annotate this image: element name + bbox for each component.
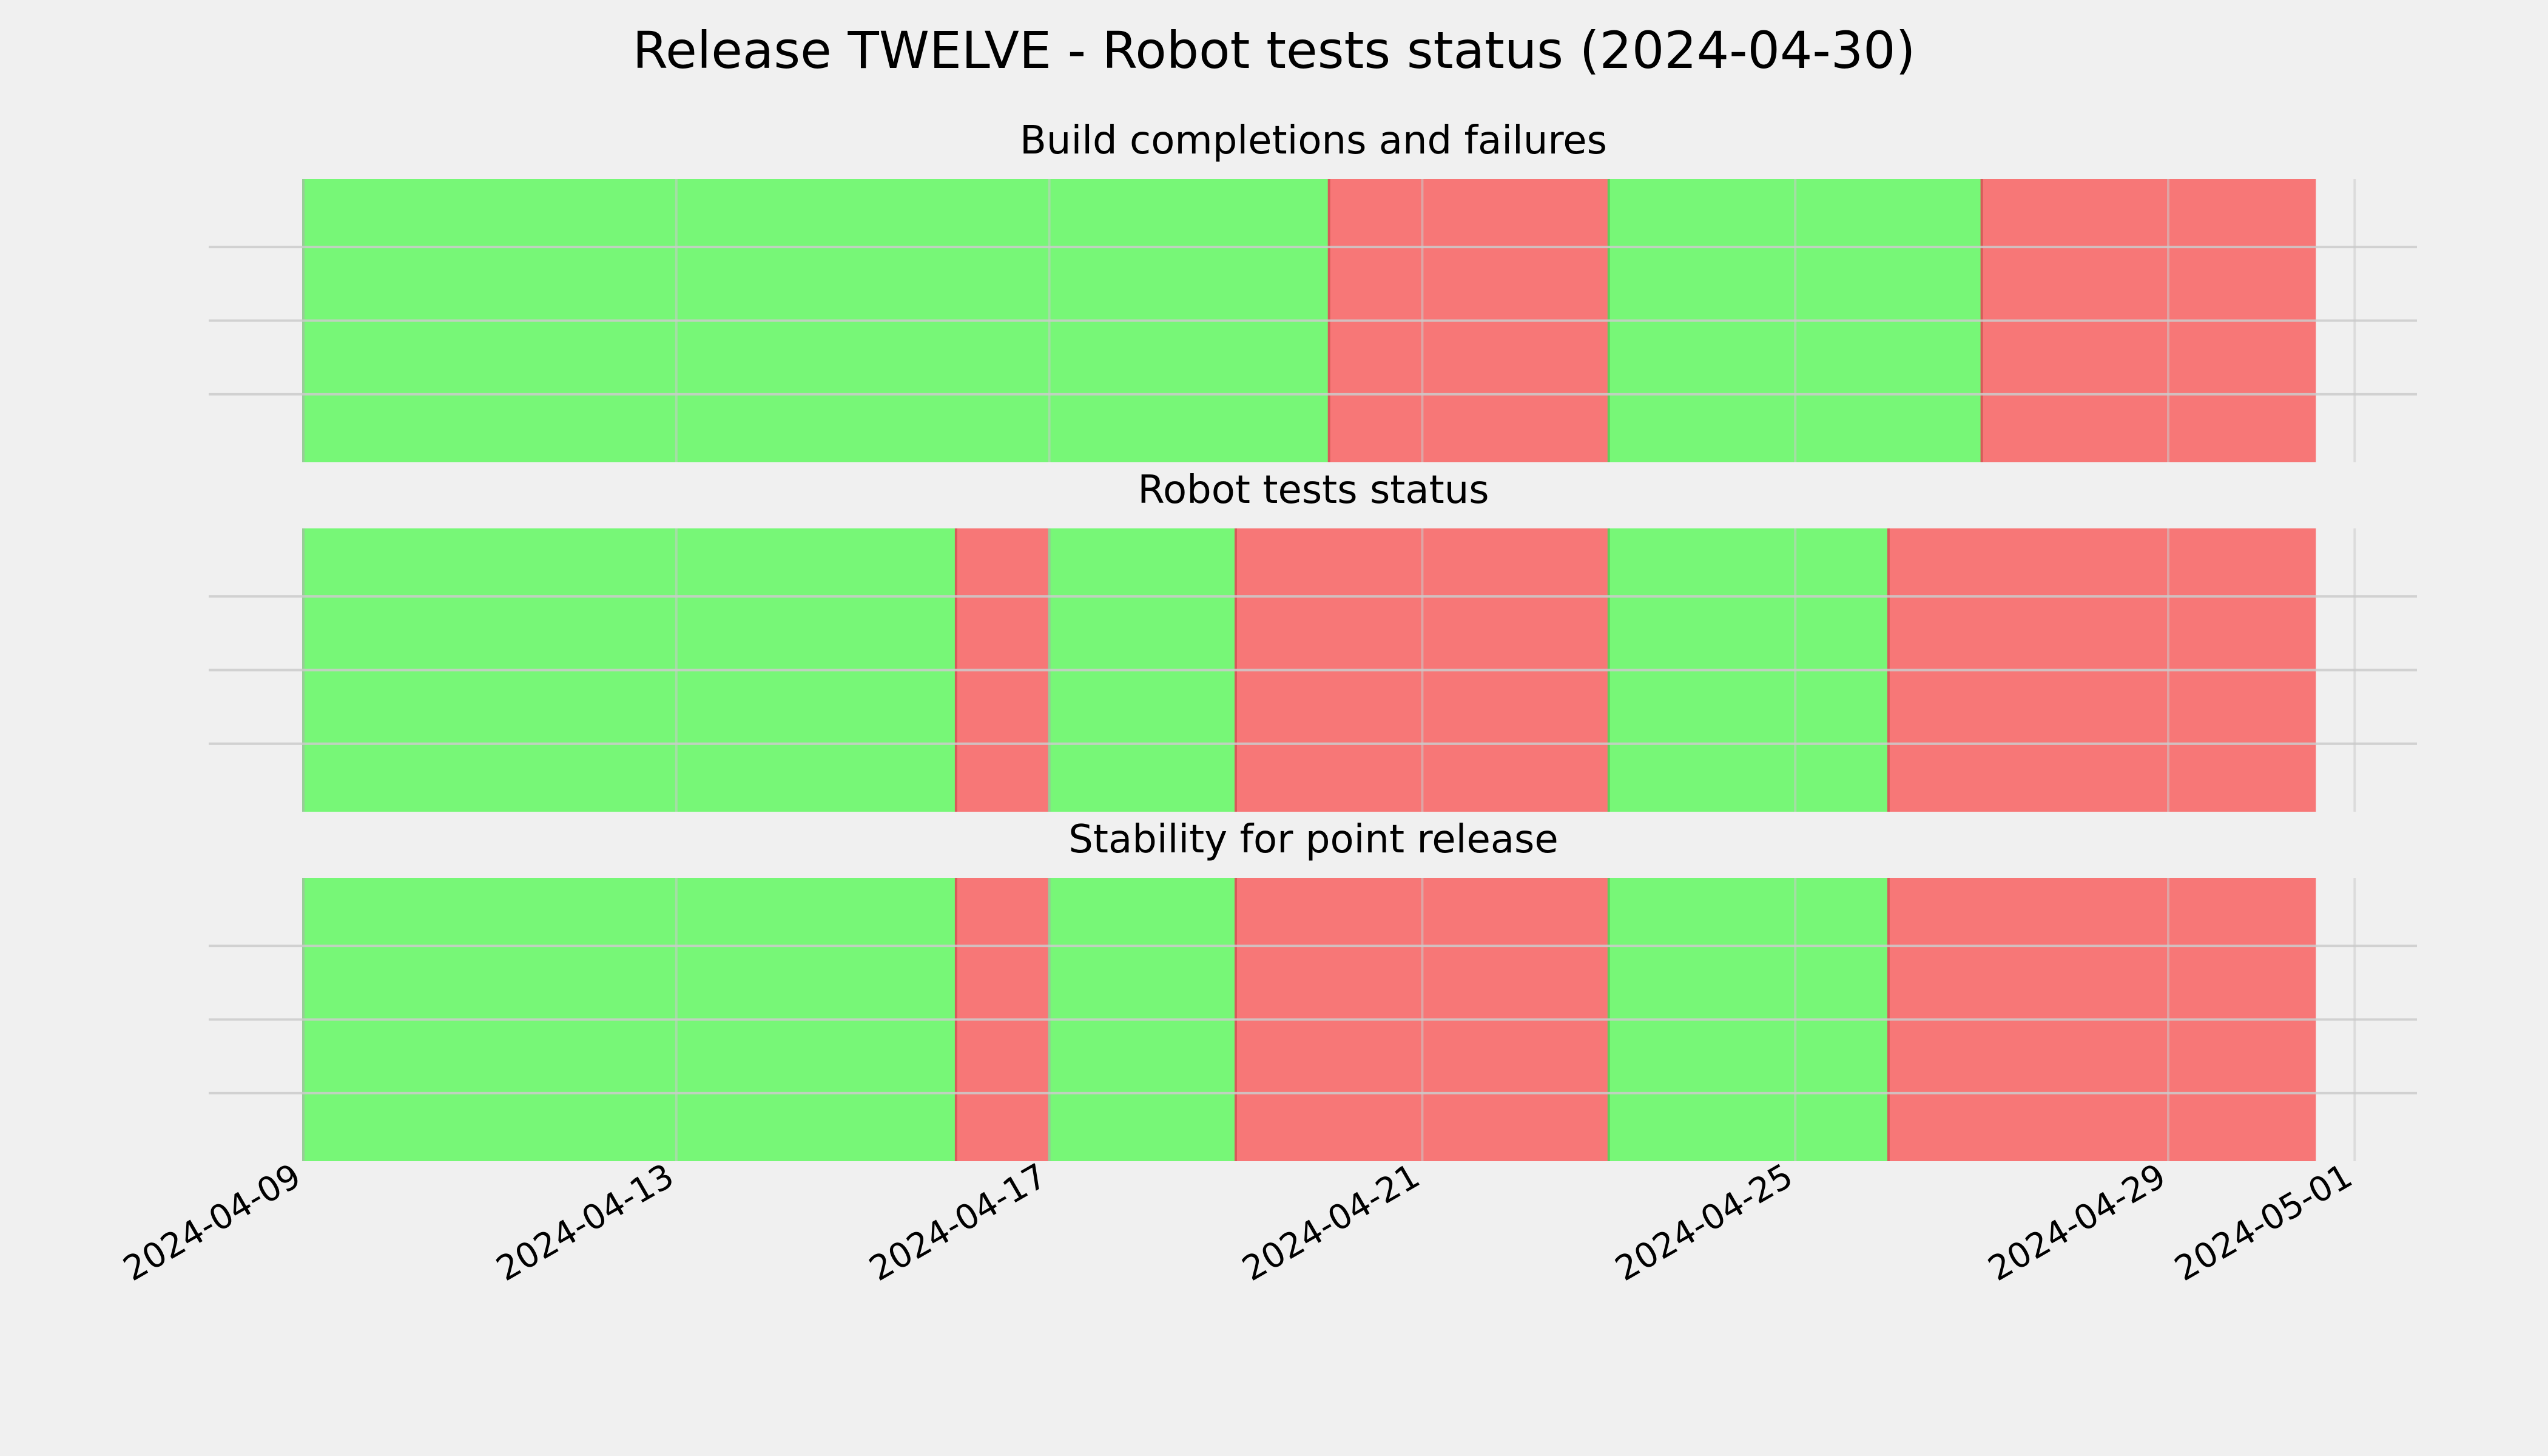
panel-3: Stability for point release [209, 817, 2417, 1161]
panel-2: Robot tests status [209, 468, 2417, 812]
panel-title: Build completions and failures [1020, 118, 1607, 163]
panel-1: Build completions and failures [209, 118, 2417, 462]
chart-title: Release TWELVE - Robot tests status (202… [633, 21, 1916, 80]
panel-title: Robot tests status [1138, 468, 1489, 513]
chart-panels: Build completions and failures Robot test… [209, 118, 2417, 1161]
panel-title: Stability for point release [1068, 817, 1559, 862]
